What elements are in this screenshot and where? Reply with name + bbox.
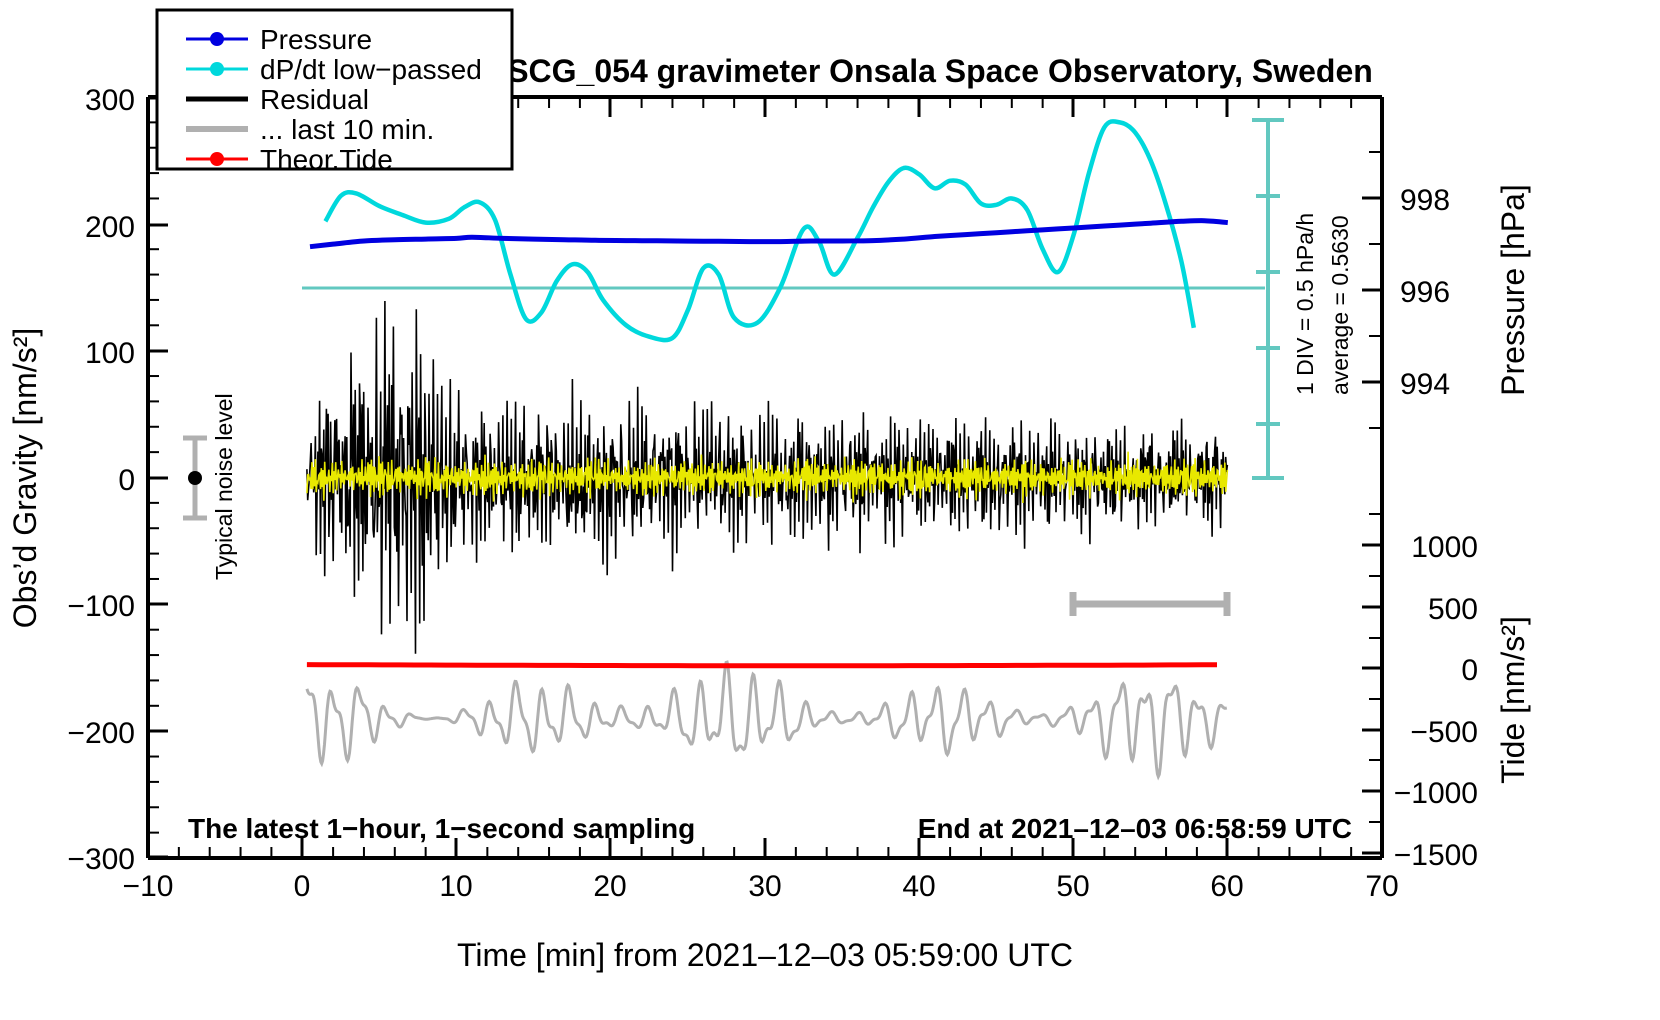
legend-label: Theor.Tide xyxy=(260,144,393,175)
legend-item-residual[interactable]: Residual xyxy=(186,84,369,115)
legend-item-theor-tide[interactable]: Theor.Tide xyxy=(186,144,393,175)
x-tick-label: 30 xyxy=(748,870,781,903)
typical-noise-level-marker xyxy=(183,435,207,521)
y-axis-title-right-pressure: Pressure [hPa] xyxy=(1495,184,1531,396)
x-tick-label: 40 xyxy=(902,870,935,903)
legend-marker-dot-icon xyxy=(210,152,224,166)
tide-tick-label: −1000 xyxy=(1394,777,1478,810)
y-tick-label: 200 xyxy=(85,211,135,244)
pressure-tick-label: 996 xyxy=(1400,276,1450,309)
dpdt-scale-bar xyxy=(1252,118,1284,480)
y-tick-label: −100 xyxy=(67,590,135,623)
legend: Pressure dP/dt low−passed Residual ... l… xyxy=(155,8,514,175)
average-label: average = 0.5630 xyxy=(1327,215,1353,395)
x-tick-label: −10 xyxy=(123,870,174,903)
series-theor-tide xyxy=(306,662,1217,669)
legend-label: ... last 10 min. xyxy=(260,114,434,145)
series-pressure xyxy=(309,218,1229,250)
y-tick-label: 300 xyxy=(85,84,135,117)
page-title: SCG_054 gravimeter Onsala Space Observat… xyxy=(507,53,1373,89)
legend-label: dP/dt low−passed xyxy=(260,54,482,85)
typical-noise-level-label: Typical noise level xyxy=(211,393,237,580)
x-tick-label: 50 xyxy=(1056,870,1089,903)
tide-tick-label: 500 xyxy=(1428,593,1478,626)
legend-marker-dot-icon xyxy=(210,62,224,76)
div-scale-label: 1 DIV = 0.5 hPa/h xyxy=(1292,213,1318,395)
tide-tick-label: −500 xyxy=(1410,716,1478,749)
y-tick-label: 0 xyxy=(118,464,135,497)
x-tick-label: 0 xyxy=(294,870,311,903)
x-tick-label: 10 xyxy=(439,870,472,903)
legend-item-pressure[interactable]: Pressure xyxy=(186,24,372,55)
last10min-scale-bar xyxy=(1069,592,1231,616)
y-axis-right-pressure-ticks: 998 996 994 xyxy=(1362,151,1450,429)
y-axis-title-right-tide: Tide [nm/s²] xyxy=(1495,616,1531,784)
series-dpdt-lowpassed xyxy=(302,119,1265,343)
legend-item-last10min[interactable]: ... last 10 min. xyxy=(186,114,434,145)
x-tick-label: 20 xyxy=(593,870,626,903)
tide-tick-label: 1000 xyxy=(1411,531,1478,564)
y-axis-title-left: Obs’d Gravity [nm/s²] xyxy=(7,328,43,629)
x-tick-label: 70 xyxy=(1365,870,1398,903)
legend-label: Residual xyxy=(260,84,369,115)
sampling-note: The latest 1−hour, 1−second sampling xyxy=(188,813,695,844)
y-axis-right-tide-ticks: 1000 500 0 −500 −1000 −1500 xyxy=(1362,513,1478,872)
pressure-tick-label: 998 xyxy=(1400,184,1450,217)
series-last10min-grey xyxy=(305,660,1228,781)
y-tick-label: 100 xyxy=(85,337,135,370)
tide-tick-label: 0 xyxy=(1461,654,1478,687)
y-tick-label: −200 xyxy=(67,717,135,750)
pressure-tick-label: 994 xyxy=(1400,368,1450,401)
tide-tick-label: −1500 xyxy=(1394,839,1478,872)
legend-label: Pressure xyxy=(260,24,372,55)
y-tick-label: −300 xyxy=(67,843,135,876)
legend-marker-dot-icon xyxy=(210,32,224,46)
series-residual-overlay-yellow xyxy=(306,451,1229,504)
x-tick-label: 60 xyxy=(1210,870,1243,903)
end-time-note: End at 2021–12–03 06:58:59 UTC xyxy=(918,813,1352,844)
y-axis-left-ticks: 300 200 100 0 −100 −200 −300 xyxy=(67,84,168,876)
x-axis-title: Time [min] from 2021–12–03 05:59:00 UTC xyxy=(457,937,1073,973)
legend-item-dpdt[interactable]: dP/dt low−passed xyxy=(186,54,482,85)
